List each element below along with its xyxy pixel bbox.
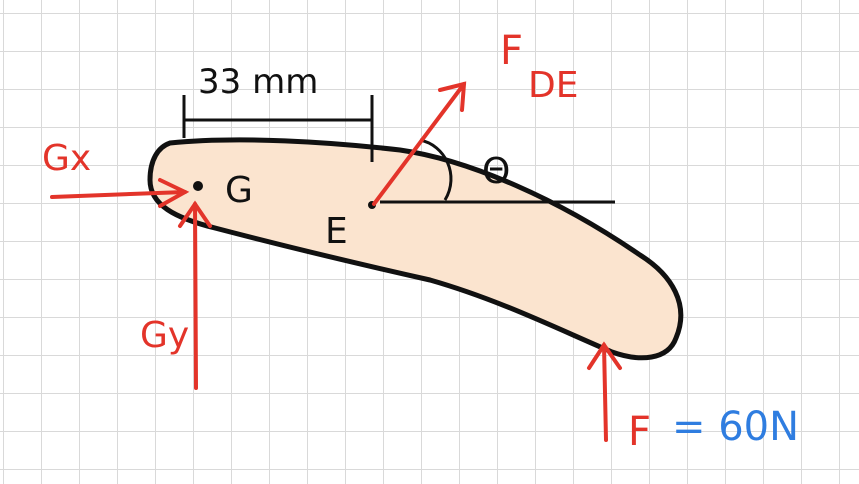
force-fde-label: F: [500, 28, 523, 74]
lever-body: [147, 137, 684, 361]
force-f-arrow: [587, 341, 622, 442]
force-fde-arrow: [372, 81, 467, 206]
force-gx-arrow: [50, 178, 190, 208]
dimension-label: 33 mm: [198, 62, 318, 102]
point-g-label: G: [225, 170, 253, 211]
force-gx-label: Gx: [42, 138, 91, 179]
force-f-label: F: [628, 409, 651, 455]
point-g-dot: [193, 181, 203, 191]
angle-arc: [419, 138, 453, 201]
dimension-33mm: [182, 95, 374, 162]
point-e-label: E: [325, 211, 348, 252]
angle-label: Θ: [482, 151, 510, 192]
force-gy-label: Gy: [140, 315, 189, 356]
force-f-value: = 60N: [672, 404, 799, 450]
force-fde-subscript: DE: [528, 65, 578, 106]
force-gy-arrow: [178, 200, 212, 390]
